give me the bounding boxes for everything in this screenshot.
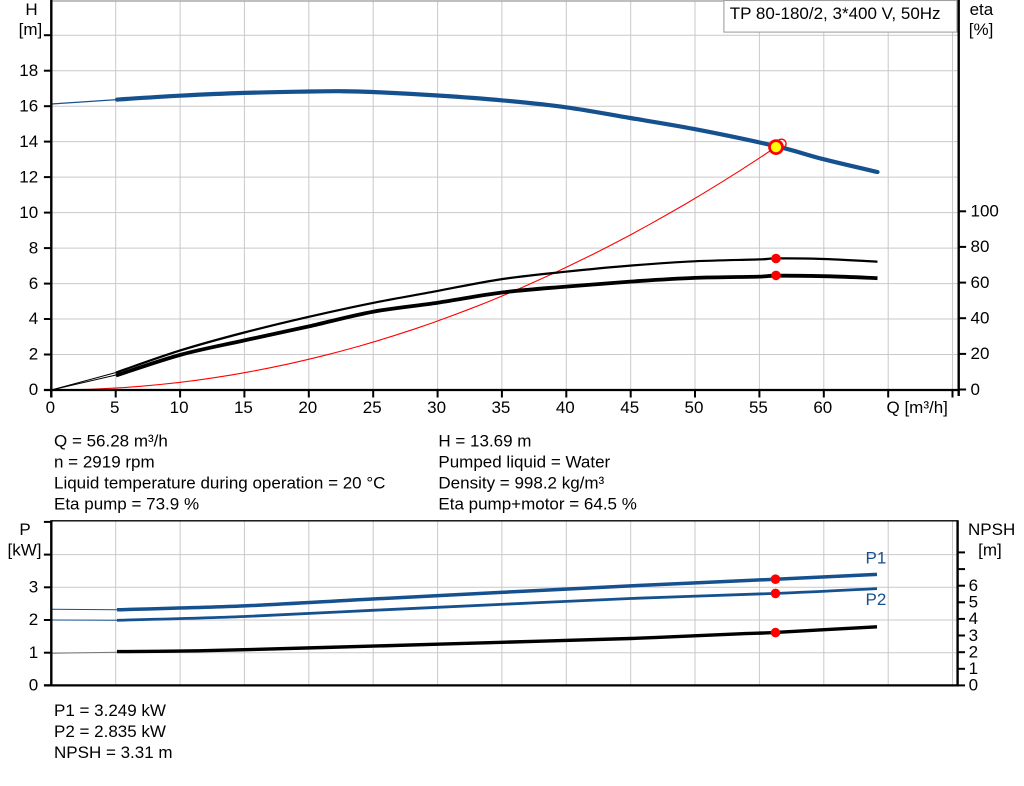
svg-text:18: 18: [19, 61, 38, 80]
svg-text:30: 30: [427, 398, 446, 417]
svg-text:10: 10: [170, 398, 189, 417]
svg-text:3: 3: [969, 626, 978, 645]
svg-text:40: 40: [971, 309, 990, 328]
svg-text:P: P: [19, 520, 30, 539]
svg-text:Density = 998.2 kg/m³: Density = 998.2 kg/m³: [438, 474, 604, 493]
svg-text:NPSH: NPSH: [968, 520, 1015, 539]
svg-text:n = 2919 rpm: n = 2919 rpm: [54, 452, 155, 471]
svg-text:H: H: [25, 0, 37, 19]
svg-text:[m]: [m]: [19, 20, 43, 39]
svg-text:[m]: [m]: [978, 540, 1002, 559]
svg-text:16: 16: [19, 96, 38, 115]
svg-text:[%]: [%]: [969, 20, 994, 39]
svg-text:35: 35: [491, 398, 510, 417]
svg-text:Q = 56.28 m³/h: Q = 56.28 m³/h: [54, 431, 168, 450]
svg-text:2: 2: [969, 643, 978, 662]
svg-text:Eta pump+motor = 64.5 %: Eta pump+motor = 64.5 %: [438, 495, 636, 514]
svg-text:12: 12: [19, 167, 38, 186]
svg-text:15: 15: [234, 398, 253, 417]
svg-text:6: 6: [969, 576, 978, 595]
svg-text:60: 60: [971, 273, 990, 292]
svg-text:5: 5: [110, 398, 119, 417]
svg-text:60: 60: [813, 398, 832, 417]
svg-text:P1: P1: [866, 549, 887, 568]
svg-text:P2 = 2.835 kW: P2 = 2.835 kW: [54, 722, 166, 741]
svg-text:Liquid temperature during oper: Liquid temperature during operation = 20…: [54, 474, 385, 493]
svg-text:5: 5: [969, 593, 978, 612]
svg-text:0: 0: [969, 676, 978, 695]
svg-text:0: 0: [29, 380, 38, 399]
svg-text:50: 50: [685, 398, 704, 417]
svg-text:3: 3: [29, 578, 38, 597]
svg-text:25: 25: [363, 398, 382, 417]
svg-text:0: 0: [29, 676, 38, 695]
svg-text:80: 80: [971, 237, 990, 256]
svg-text:Eta pump = 73.9 %: Eta pump = 73.9 %: [54, 495, 199, 514]
svg-text:P2: P2: [866, 590, 887, 609]
svg-text:eta: eta: [970, 0, 994, 19]
svg-text:6: 6: [29, 274, 38, 293]
svg-text:2: 2: [29, 610, 38, 629]
svg-text:55: 55: [749, 398, 768, 417]
svg-text:40: 40: [556, 398, 575, 417]
svg-text:Q [m³/h]: Q [m³/h]: [887, 398, 948, 417]
svg-text:14: 14: [19, 132, 38, 151]
svg-text:4: 4: [969, 609, 978, 628]
svg-text:H = 13.69 m: H = 13.69 m: [438, 431, 531, 450]
svg-text:2: 2: [29, 345, 38, 364]
svg-text:8: 8: [29, 238, 38, 257]
svg-text:0: 0: [971, 380, 980, 399]
svg-text:10: 10: [19, 203, 38, 222]
svg-text:4: 4: [29, 309, 38, 328]
svg-text:[kW]: [kW]: [8, 540, 42, 559]
svg-text:TP 80-180/2, 3*400 V, 50Hz: TP 80-180/2, 3*400 V, 50Hz: [730, 4, 941, 23]
svg-text:1: 1: [29, 643, 38, 662]
svg-text:0: 0: [46, 398, 55, 417]
svg-text:20: 20: [298, 398, 317, 417]
svg-text:1: 1: [969, 659, 978, 678]
svg-text:45: 45: [620, 398, 639, 417]
svg-text:Pumped liquid = Water: Pumped liquid = Water: [438, 452, 610, 471]
svg-text:P1 = 3.249 kW: P1 = 3.249 kW: [54, 701, 166, 720]
svg-text:100: 100: [971, 202, 999, 221]
svg-text:NPSH = 3.31 m: NPSH = 3.31 m: [54, 743, 173, 762]
svg-text:20: 20: [971, 344, 990, 363]
